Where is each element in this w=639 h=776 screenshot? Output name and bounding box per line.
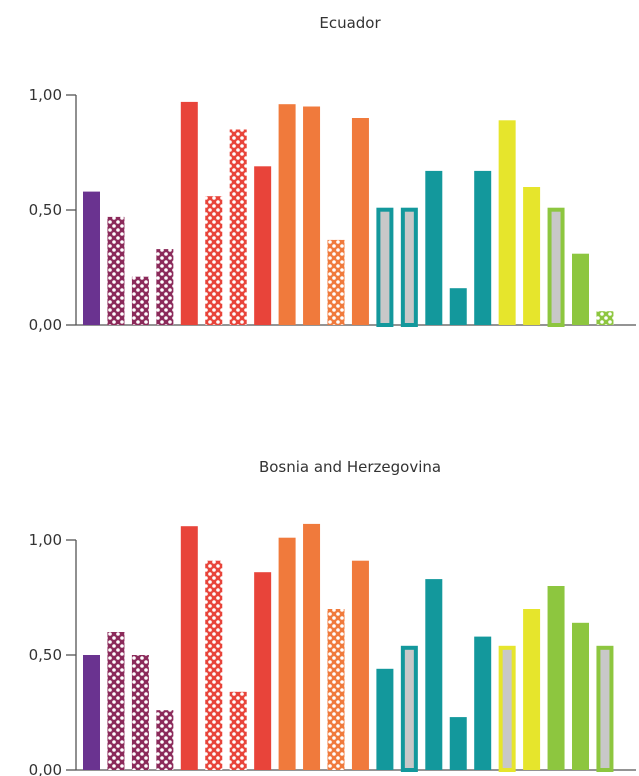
bar	[303, 523, 321, 770]
bar	[205, 196, 223, 325]
bar	[327, 239, 345, 325]
bar	[303, 106, 321, 325]
bar	[278, 537, 296, 770]
bar	[498, 120, 516, 325]
chart-panel-bosnia: Bosnia and Herzegovina 0,00 0,50 1,00	[0, 444, 639, 776]
bar	[474, 170, 492, 325]
bar	[400, 207, 418, 327]
chart-title: Ecuador	[319, 14, 381, 32]
y-tick-label: 1,00	[29, 86, 62, 104]
bar	[425, 579, 443, 770]
y-tick-label: 0,00	[29, 761, 62, 776]
bar	[572, 622, 589, 770]
bar	[254, 166, 272, 325]
bar	[449, 717, 467, 770]
bar	[229, 691, 247, 770]
bar	[351, 118, 369, 325]
chart-panel-ecuador: Ecuador 0,00 0,50 1,00	[0, 0, 639, 360]
bar	[449, 288, 467, 325]
bar	[83, 191, 100, 325]
bar	[474, 636, 492, 770]
bar	[523, 609, 541, 770]
bar	[131, 276, 149, 325]
bar	[327, 609, 345, 770]
bar	[351, 560, 369, 770]
bar	[523, 187, 541, 325]
bar	[547, 207, 565, 327]
bar	[498, 645, 516, 772]
bar	[229, 129, 247, 325]
bar	[205, 560, 223, 770]
bar	[156, 249, 174, 325]
bar	[425, 170, 443, 325]
bar	[376, 668, 394, 770]
bar	[156, 710, 174, 770]
bar	[400, 645, 418, 772]
bar	[278, 104, 296, 325]
bar	[254, 572, 272, 770]
bar	[131, 655, 149, 770]
bar	[107, 216, 125, 325]
bar	[180, 526, 198, 770]
y-tick-label: 0,50	[29, 201, 62, 219]
y-tick-label: 0,50	[29, 646, 62, 664]
bar	[547, 586, 565, 770]
bar	[180, 101, 198, 326]
bar	[572, 253, 589, 325]
bar-chart-bosnia: 0,00 0,50 1,00	[29, 523, 636, 776]
bar	[376, 207, 394, 327]
bar	[596, 311, 614, 325]
bar	[107, 632, 125, 770]
bar	[596, 645, 614, 772]
y-tick-label: 1,00	[29, 531, 62, 549]
y-tick-label: 0,00	[29, 316, 62, 334]
bar	[83, 655, 100, 770]
bar-chart-ecuador: 0,00 0,50 1,00	[29, 86, 636, 334]
chart-title: Bosnia and Herzegovina	[258, 458, 442, 476]
